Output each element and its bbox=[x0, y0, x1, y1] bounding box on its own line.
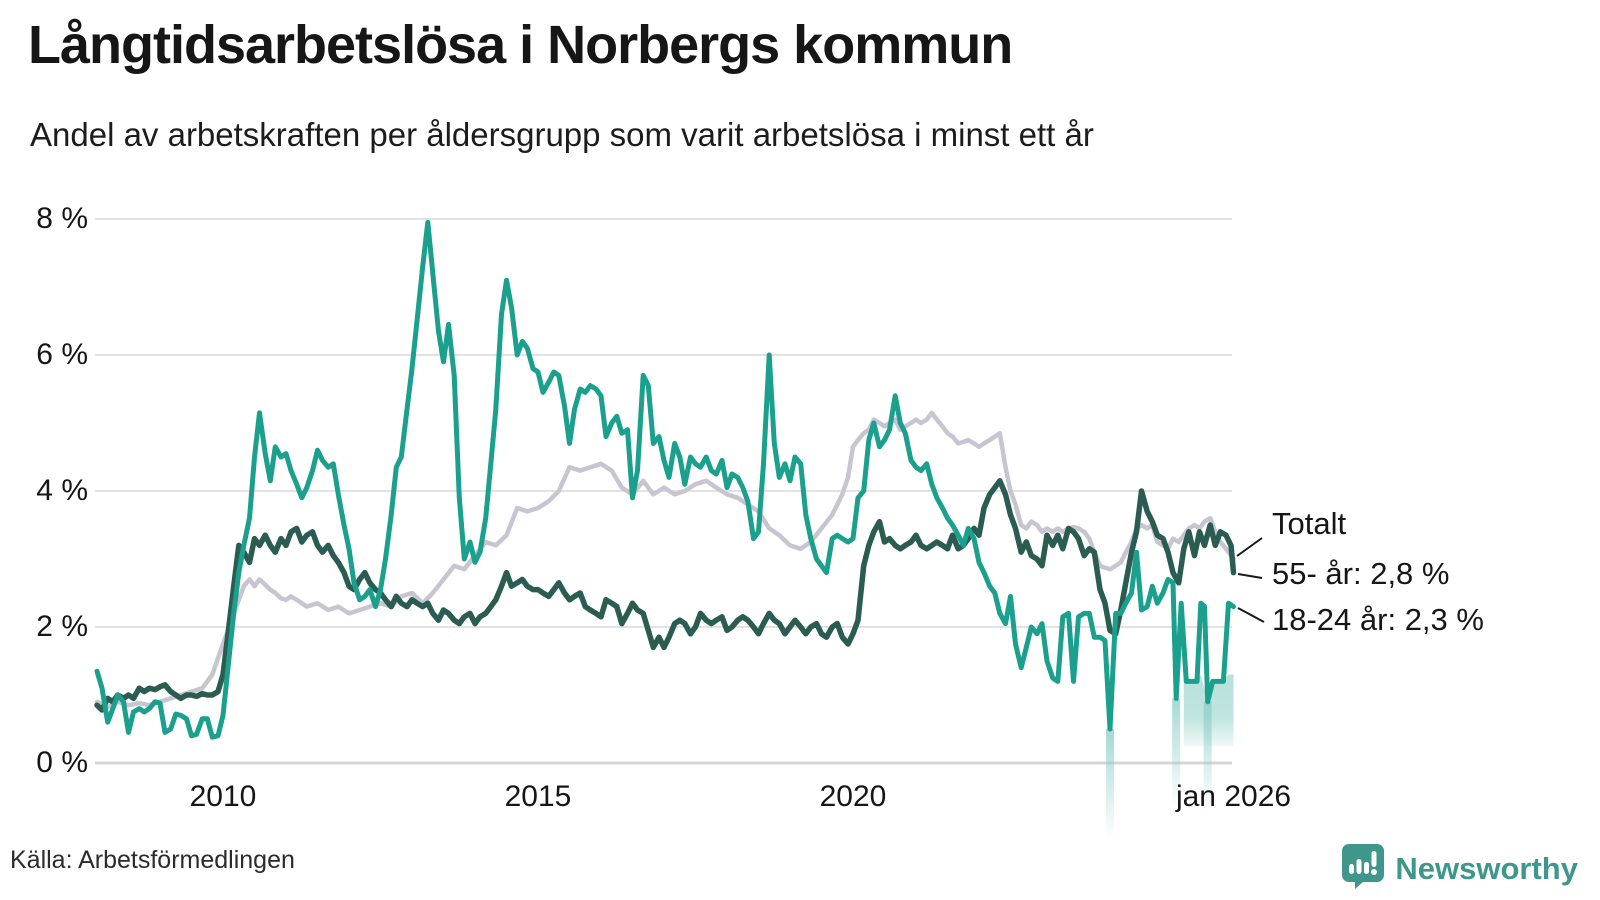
newsworthy-logo: Newsworthy bbox=[1341, 843, 1578, 894]
uncertainty-band bbox=[1183, 633, 1234, 746]
annotation-totalt: Totalt bbox=[1272, 506, 1347, 541]
uncertainty-fade-strip-2 bbox=[1203, 701, 1212, 812]
newsworthy-wordmark: Newsworthy bbox=[1395, 850, 1578, 886]
uncertainty-fade-strip-0 bbox=[1106, 729, 1115, 839]
source-note: Källa: Arbetsförmedlingen bbox=[10, 846, 295, 874]
x-tick-jan-2026: jan 2026 bbox=[1175, 780, 1292, 813]
x-tick-2010: 2010 bbox=[189, 780, 257, 813]
series-line-55--r bbox=[94, 478, 1237, 713]
x-tick-2015: 2015 bbox=[504, 780, 572, 813]
y-tick-0: 0 % bbox=[36, 746, 88, 779]
y-tick-2: 2 % bbox=[36, 610, 88, 643]
y-tick-8: 8 % bbox=[36, 202, 88, 235]
annotation-55-ar: 55- år: 2,8 % bbox=[1272, 556, 1450, 591]
page-title: Långtidsarbetslösa i Norbergs kommun bbox=[28, 15, 1013, 75]
annotation-18-24-ar: 18-24 år: 2,3 % bbox=[1272, 602, 1484, 637]
annotation-pointer-1 bbox=[1237, 573, 1263, 579]
annotation-pointer-0 bbox=[1236, 537, 1263, 557]
uncertainty-fade-strip-1 bbox=[1172, 698, 1181, 809]
y-tick-4: 4 % bbox=[36, 474, 88, 507]
y-tick-6: 6 % bbox=[36, 338, 88, 371]
newsworthy-icon bbox=[1341, 843, 1385, 894]
annotation-pointer-2 bbox=[1237, 607, 1265, 623]
page-subtitle: Andel av arbetskraften per åldersgrupp s… bbox=[30, 116, 1094, 153]
series-line-18-24-r bbox=[94, 219, 1236, 740]
x-tick-2020: 2020 bbox=[819, 780, 887, 813]
series-line-Totalt bbox=[94, 410, 1236, 710]
